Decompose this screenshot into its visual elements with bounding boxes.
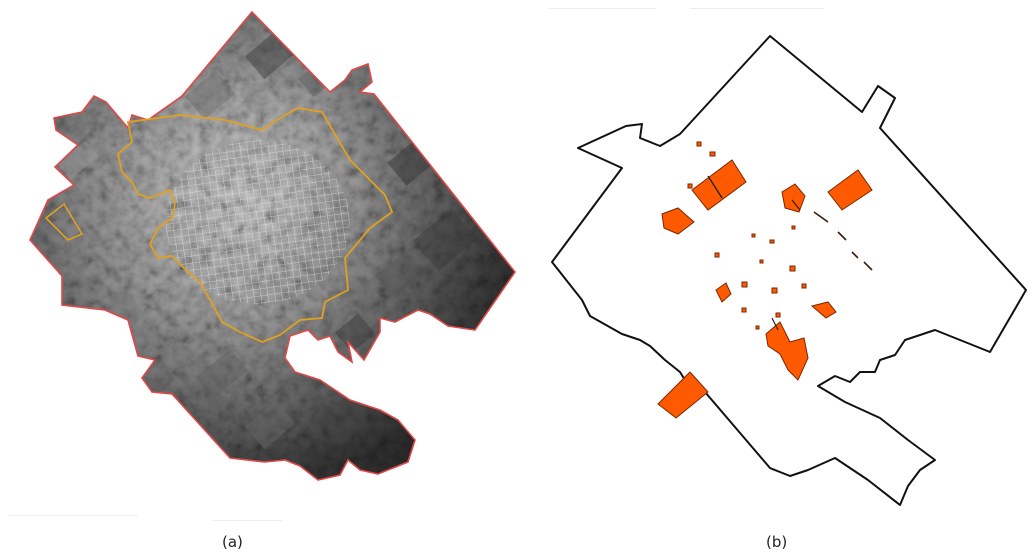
linear-feature [863, 261, 873, 271]
parcel-small [775, 312, 781, 318]
satellite-imagery [30, 12, 515, 480]
parcel [781, 183, 806, 213]
parcel-small [791, 225, 796, 230]
panel-b-caption: (b) [766, 533, 788, 551]
panel-b [548, 8, 1027, 506]
parcel-small [751, 233, 756, 238]
linear-feature [813, 211, 829, 223]
parcel-polygons [657, 141, 873, 419]
urban-boundary [117, 107, 394, 343]
parcel-small [714, 252, 720, 258]
linear-feature [851, 251, 859, 259]
parcel-divider [707, 175, 723, 199]
parcel [661, 207, 695, 235]
parcel-small [709, 151, 716, 157]
panel-a [8, 10, 516, 521]
parcel-small [755, 325, 760, 330]
linear-feature [791, 199, 801, 211]
parcel-small [759, 259, 764, 264]
parcel-small [687, 183, 693, 189]
parcel-small [769, 239, 775, 244]
parcel [827, 169, 873, 211]
faint-rule [690, 8, 824, 9]
faint-rule [212, 520, 282, 521]
linear-feature [771, 317, 779, 331]
parcel-small [696, 141, 702, 147]
parcel-small [771, 287, 778, 294]
parcel-small [789, 265, 796, 272]
parcel [691, 159, 747, 211]
faint-rule [548, 8, 656, 9]
parcel-small [741, 281, 748, 288]
district-boundary-a [29, 10, 516, 481]
faint-rule [8, 515, 138, 516]
urban-boundary-west-parcel [44, 202, 84, 241]
parcel [765, 321, 809, 381]
parcel [810, 301, 837, 319]
parcel [657, 371, 709, 419]
parcel [715, 282, 732, 303]
district-boundary-b [551, 35, 1027, 506]
linear-feature [837, 231, 847, 241]
street-grid [166, 140, 350, 304]
parcel-small [801, 283, 807, 289]
parcel-small [741, 307, 747, 313]
panel-a-caption: (a) [222, 533, 243, 551]
